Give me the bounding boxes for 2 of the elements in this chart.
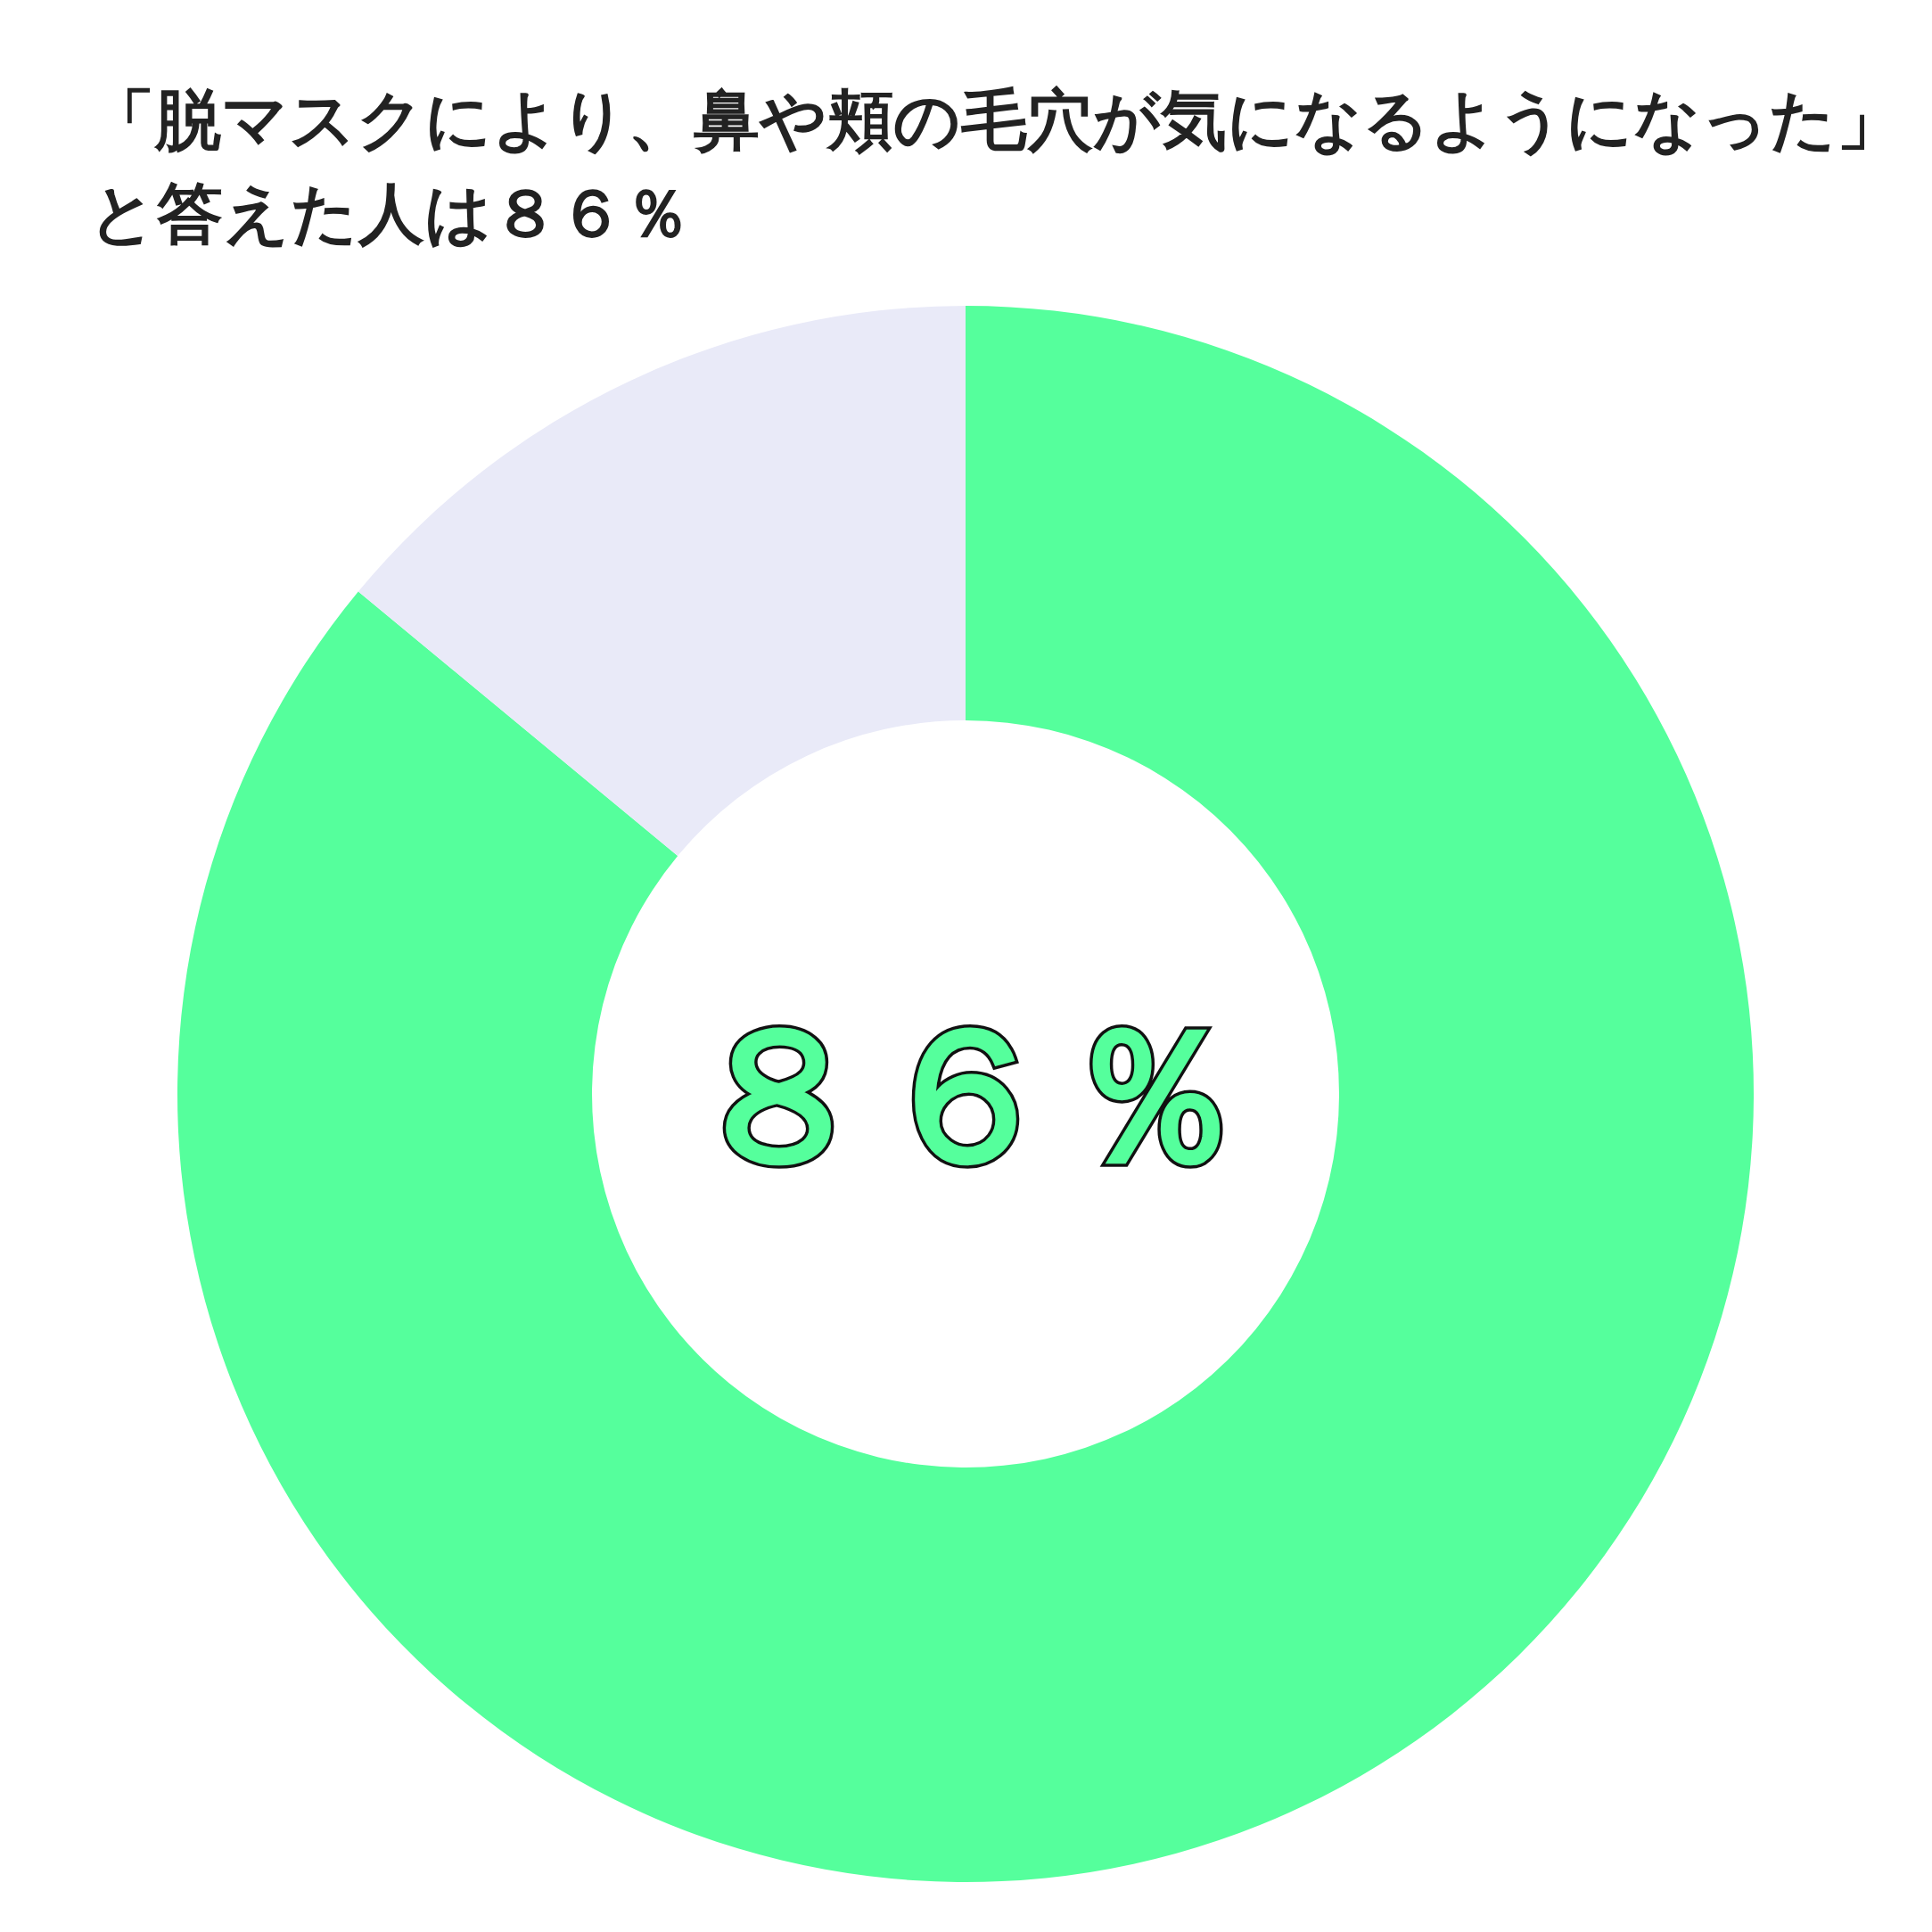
data-label: ８６％: [685, 987, 1246, 1205]
chart-title: 「脱マスクにより、鼻や頬の毛穴が気になるようになった」と答えた人は８６％: [89, 81, 1903, 251]
